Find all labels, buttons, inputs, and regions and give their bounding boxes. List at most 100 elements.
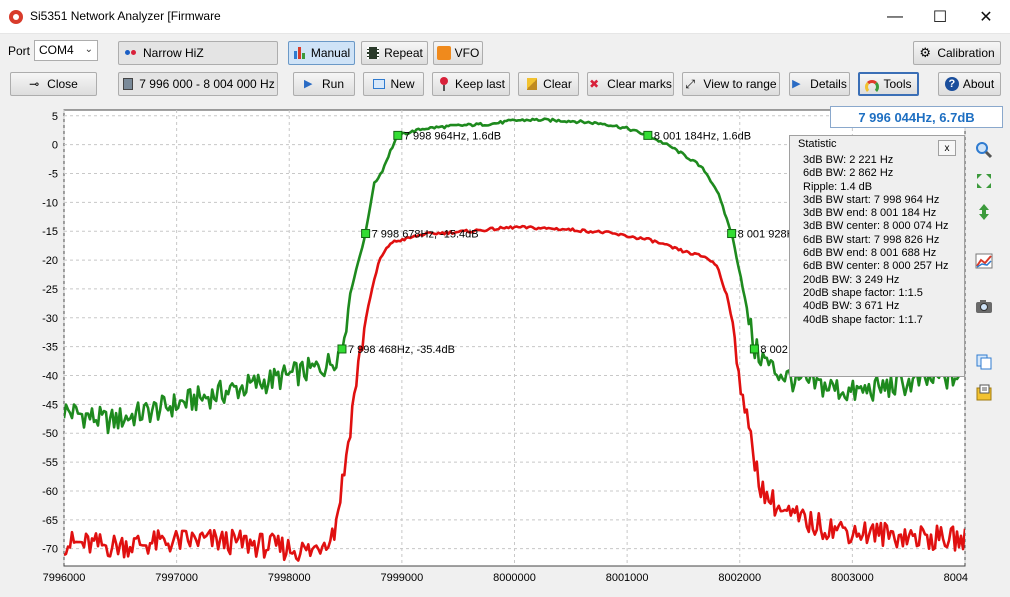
film-icon (366, 46, 380, 60)
view-to-range-button[interactable]: ⤢ View to range (682, 72, 780, 96)
y-tick-label: -30 (42, 313, 58, 325)
statistic-line: 3dB BW center: 8 000 074 Hz (803, 220, 949, 233)
manual-label: Manual (310, 46, 351, 60)
chart-settings-icon[interactable] (973, 250, 995, 272)
fit-icon[interactable] (973, 170, 995, 192)
y-tick-label: -50 (42, 428, 58, 440)
maximize-button[interactable]: ☐ (932, 8, 948, 26)
y-tick-label: 5 (52, 111, 58, 123)
statistic-line: 6dB BW: 2 862 Hz (803, 167, 894, 180)
new-label: New (390, 77, 415, 91)
statistic-line: 20dB BW: 3 249 Hz (803, 273, 900, 286)
range-arrows-icon: ⤢ (685, 77, 696, 91)
marker-point (749, 344, 759, 354)
minimize-button[interactable]: — (887, 7, 903, 25)
marker-label: 7 998 964Hz, 1.6dB (404, 130, 501, 142)
run-label: Run (321, 77, 344, 91)
repeat-button[interactable]: Repeat (361, 41, 428, 65)
about-label: About (962, 77, 995, 91)
close-window-button[interactable]: ✕ (979, 8, 993, 26)
marker-point (727, 229, 737, 239)
y-tick-label: -10 (42, 197, 58, 209)
clear-button[interactable]: Clear (518, 72, 579, 96)
calibration-button[interactable]: ⚙ Calibration (913, 41, 1001, 65)
disconnect-icon: ⊸ (29, 77, 40, 91)
clear-label: Clear (543, 77, 572, 91)
app-icon (9, 10, 23, 24)
y-tick-label: -65 (42, 515, 58, 527)
x-tick-label: 7999000 (380, 572, 423, 584)
x-tick-label: 7997000 (155, 572, 198, 584)
statistic-line: 40dB shape factor: 1:1.7 (803, 313, 923, 326)
rainbow-icon (865, 77, 880, 94)
x-tick-label: 7996000 (43, 572, 86, 584)
gear-icon: ⚙ (919, 45, 931, 60)
tools-label: Tools (883, 77, 912, 91)
marker-point (361, 229, 371, 239)
y-tick-label: -25 (42, 284, 58, 296)
statistic-line: 6dB BW end: 8 001 688 Hz (803, 247, 937, 260)
keep-last-button[interactable]: Keep last (432, 72, 510, 96)
range-button[interactable]: 7 996 000 - 8 004 000 Hz (118, 72, 278, 96)
play-icon: ▶ (303, 78, 313, 90)
statistic-line: 3dB BW end: 8 001 184 Hz (803, 207, 937, 220)
mode-dots-icon (125, 46, 139, 60)
vfo-button[interactable]: VFO (433, 41, 483, 65)
marker-label: 7 998 678Hz, -15.4dB (372, 229, 479, 241)
marker-label: 7 998 468Hz, -35.4dB (348, 344, 455, 356)
x-tick-label: 8001000 (606, 572, 649, 584)
statistic-line: 3dB BW start: 7 998 964 Hz (803, 193, 940, 206)
copy-icon[interactable] (973, 351, 995, 373)
pin-icon (437, 77, 451, 91)
title-bar: Si5351 Network Analyzer [Firmware — ☐ ✕ (0, 0, 1010, 34)
marker-point (393, 130, 403, 140)
y-tick-label: -35 (42, 342, 58, 354)
new-chart-icon (372, 77, 386, 91)
y-tick-label: -40 (42, 371, 58, 383)
calibration-label: Calibration (937, 46, 995, 60)
statistic-close-button[interactable]: x (938, 140, 956, 156)
statistic-line: 20dB shape factor: 1:1.5 (803, 286, 923, 299)
manual-button[interactable]: Manual (288, 41, 355, 65)
vertical-scale-icon[interactable] (973, 201, 995, 223)
chevron-down-icon: ⌄ (84, 44, 93, 55)
marker-point (643, 130, 653, 140)
keep-last-label: Keep last (454, 77, 506, 91)
port-label: Port (8, 44, 31, 58)
marker-label: 8 001 184Hz, 1.6dB (654, 130, 751, 142)
y-tick-label: -15 (42, 226, 58, 238)
details-button[interactable]: ▶ Details (789, 72, 850, 96)
zoom-icon[interactable] (973, 139, 995, 161)
broom-icon (525, 77, 539, 91)
y-tick-label: -60 (42, 486, 58, 498)
statistic-line: 6dB BW start: 7 998 826 Hz (803, 233, 940, 246)
new-button[interactable]: New (363, 72, 424, 96)
range-label: 7 996 000 - 8 004 000 Hz (139, 77, 275, 91)
camera-icon[interactable] (973, 295, 995, 317)
close-button[interactable]: ⊸ Close (10, 72, 97, 96)
statistic-line: 6dB BW center: 8 000 257 Hz (803, 260, 949, 273)
y-tick-label: -5 (48, 168, 58, 180)
info-icon: ? (944, 77, 959, 91)
clear-marks-label: Clear marks (607, 77, 672, 91)
tools-button[interactable]: Tools (858, 72, 919, 96)
bar-chart-icon (293, 46, 307, 60)
statistic-line: Ripple: 1.4 dB (803, 180, 873, 193)
details-label: Details (810, 77, 847, 91)
series-line (64, 117, 965, 435)
window-title: Si5351 Network Analyzer [Firmware (30, 9, 221, 23)
cursor-readout: 7 996 044Hz, 6.7dB (830, 106, 1003, 128)
mode-button[interactable]: Narrow HiZ (118, 41, 278, 65)
about-button[interactable]: ? About (938, 72, 1001, 96)
port-select[interactable]: COM4 ⌄ (34, 40, 98, 61)
statistic-line: 3dB BW: 2 221 Hz (803, 154, 894, 166)
y-tick-label: -45 (42, 399, 58, 411)
y-tick-label: 0 (52, 140, 58, 152)
clear-marks-button[interactable]: ✖ Clear marks (587, 72, 674, 96)
view-to-range-label: View to range (703, 77, 777, 91)
run-button[interactable]: ▶ Run (293, 72, 355, 96)
statistic-title: Statistic (798, 138, 837, 150)
statistic-lines: 3dB BW: 2 221 Hz 6dB BW: 2 862 Hz Ripple: … (803, 154, 949, 327)
export-icon[interactable] (973, 382, 995, 404)
x-tick-label: 7998000 (268, 572, 311, 584)
